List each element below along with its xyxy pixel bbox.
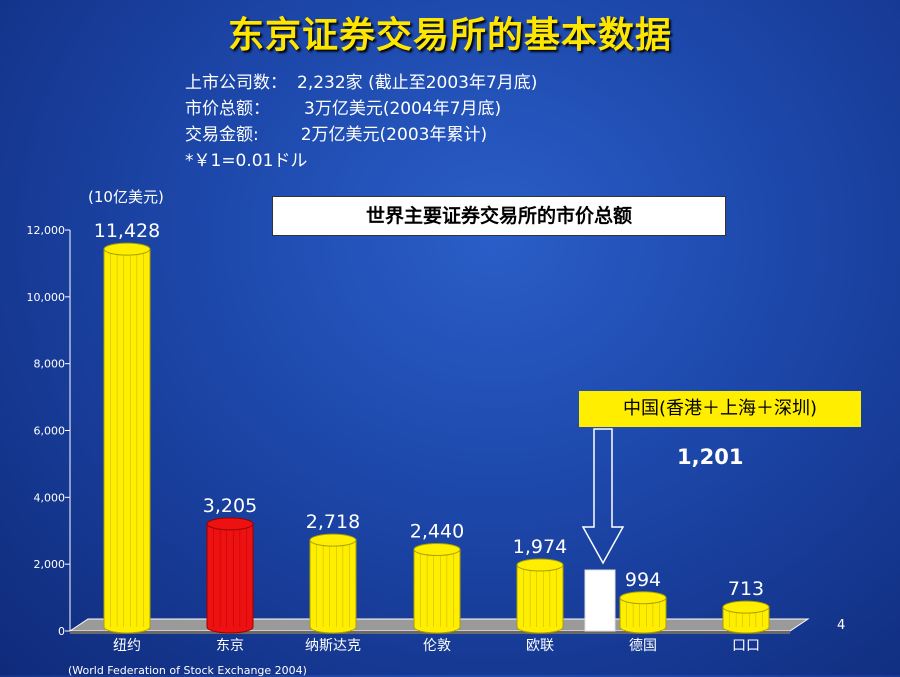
x-category-label: 东京 [216,638,244,654]
y-tick-label: 8,000 [34,358,66,371]
y-tick-label: 0 [58,625,65,638]
china-arrow [581,428,625,565]
bar-value-label: 713 [728,578,764,600]
bar [206,517,254,634]
x-category-label: 纽约 [113,638,141,654]
bar-body [722,606,770,634]
info-value: 3万亿美元(2004年7月底) [304,99,502,119]
info-listed-companies: 上市公司数： 2,232家 (截止至2003年7月底) [185,68,537,93]
y-tick-label: 4,000 [34,491,66,504]
bar [619,591,667,634]
bar [413,542,461,634]
info-value: 2,232家 (截止至2003年7月底) [297,73,538,93]
info-market-cap: 市价总额： 3万亿美元(2004年7月底) [185,94,501,119]
bar-cap [206,517,254,531]
bar-body [206,523,254,634]
bar-cap [309,533,357,547]
x-category-label: 口口 [732,638,760,654]
page-number: 4 [837,618,846,633]
info-value: 2万亿美元(2003年累计) [300,125,488,145]
bar [516,558,564,634]
bar [103,242,151,634]
info-label: 市价总额： [185,99,270,119]
page-title: 东京证券交易所的基本数据 [227,15,672,56]
info-label: *￥1=0.01ドル [185,151,308,171]
bar-cap [722,600,770,614]
bar-value-label: 11,428 [94,220,160,242]
info-trading-value: 交易金额: 2万亿美元(2003年累计) [185,120,487,145]
info-exchange-rate: *￥1=0.01ドル [185,146,307,171]
x-category-label: 德国 [629,638,657,654]
x-category-label: 欧联 [526,638,554,654]
bar-cap [103,242,151,256]
bar-body [309,539,357,634]
bar-value-label: 1,974 [513,536,567,558]
bar-body [619,597,667,634]
china-placeholder-bar [584,569,616,632]
bar-body [516,564,564,634]
china-value: 1,201 [677,445,744,469]
info-label: 交易金额: [185,125,259,145]
bar-body [103,248,151,634]
x-category-label: 纳斯达克 [305,638,361,654]
info-label: 上市公司数： [185,73,287,93]
bar-cap [619,591,667,605]
bar-value-label: 2,718 [306,511,360,533]
bar [309,533,357,634]
y-tick-label: 12,000 [27,224,66,237]
bar [722,600,770,634]
y-tick-label: 10,000 [27,291,66,304]
unit-label: (10亿美元) [88,188,164,206]
bar-cap [516,558,564,572]
y-tick-label: 6,000 [34,425,66,438]
china-callout: 中国(香港＋上海＋深圳) [579,391,861,427]
bar-value-label: 2,440 [410,520,464,542]
x-category-label: 伦敦 [423,638,451,654]
source-note: (World Federation of Stock Exchange 2004… [68,664,307,677]
bar-body [413,548,461,634]
bar-value-label: 994 [625,569,661,591]
chart-title: 世界主要证券交易所的市价总额 [272,196,726,236]
bar-cap [413,542,461,556]
y-tick-label: 2,000 [34,558,66,571]
bar-value-label: 3,205 [203,495,257,517]
